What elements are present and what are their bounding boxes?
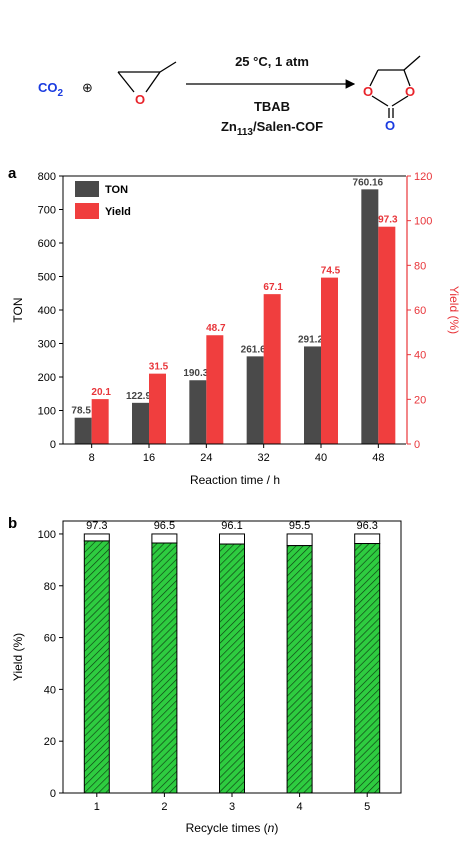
plus-sign: ⊕	[82, 81, 93, 96]
plot-frame	[62, 520, 402, 794]
y-tick-label: 500	[38, 272, 56, 284]
yield-value-label: 31.5	[149, 362, 169, 373]
carbonyl-oxygen: O	[385, 118, 395, 133]
yield-value-label: 96.5	[154, 520, 175, 532]
y2-tick-label: 120	[414, 171, 432, 183]
x-tick-label: 2	[161, 801, 167, 813]
y-tick-label: 700	[38, 205, 56, 217]
y-axis-label: Yield (%)	[11, 633, 25, 681]
y-axis-label: TON	[11, 297, 25, 322]
carbonate-oxygen-left: O	[363, 84, 373, 99]
ton-bar	[189, 380, 207, 444]
y-tick-label: 400	[38, 305, 56, 317]
x-tick-label: 8	[89, 452, 95, 464]
ton-value-label: 190.3	[183, 368, 208, 379]
yield-bar	[206, 335, 224, 444]
yield-bar	[286, 545, 313, 794]
y2-tick-label: 20	[414, 394, 426, 406]
ton-bar	[304, 346, 321, 444]
yield-value-label: 67.1	[263, 282, 283, 293]
epoxide-oxygen: O	[135, 92, 145, 107]
ton-value-label: 291.2	[298, 334, 323, 345]
yield-value-label: 74.5	[321, 266, 341, 277]
yield-bar	[378, 226, 396, 444]
y-tick-label: 40	[44, 684, 56, 696]
yield-value-label: 97.3	[86, 520, 107, 532]
x-tick-label: 32	[258, 452, 270, 464]
catalyst-tbab: TBAB	[254, 99, 290, 114]
y2-tick-label: 100	[414, 216, 432, 228]
y-tick-label: 60	[44, 633, 56, 645]
x-tick-label: 5	[364, 801, 370, 813]
remaining-segment	[286, 533, 313, 547]
y-tick-label: 600	[38, 238, 56, 250]
yield-value-label: 97.3	[378, 215, 398, 226]
legend-label: Yield	[105, 206, 131, 218]
yield-bar	[263, 294, 281, 444]
yield-value-label: 20.1	[91, 387, 111, 398]
yield-bar	[151, 542, 178, 794]
yield-value-label: 96.1	[221, 520, 242, 532]
x-tick-label: 4	[297, 801, 303, 813]
yield-value-label: 95.5	[289, 520, 310, 532]
yield-value-label: 48.7	[206, 323, 226, 334]
yield-bar	[219, 543, 245, 794]
y-tick-label: 800	[38, 171, 56, 183]
y2-tick-label: 0	[414, 439, 420, 451]
ton-value-label: 261.6	[241, 344, 266, 355]
y-tick-label: 80	[44, 581, 56, 593]
y-tick-label: 100	[38, 529, 56, 541]
catalyst-cof: Zn113/Salen-COF	[221, 119, 323, 138]
propylene-carbonate-structure: O O O	[363, 55, 421, 133]
yield-bar	[354, 543, 381, 794]
ton-bar	[74, 417, 92, 444]
legend-swatch	[75, 181, 99, 197]
ton-bar	[361, 189, 379, 444]
x-axis-label: Reaction time / h	[190, 473, 280, 487]
panel-a-label: a	[8, 165, 17, 182]
x-tick-label: 24	[200, 452, 212, 464]
legend-label: TON	[105, 184, 128, 196]
ton-value-label: 78.5	[71, 406, 91, 417]
remaining-segment	[219, 533, 245, 545]
x-axis-label: Recycle times (n)	[186, 821, 279, 835]
conditions-temperature: 25 °C, 1 atm	[235, 54, 309, 69]
reactant-co2: CO2	[38, 80, 64, 99]
ton-value-label: 122.9	[126, 391, 151, 402]
reaction-scheme: CO2 ⊕ O 25 °C, 1 atm TBAB Zn113/Salen-CO…	[38, 54, 421, 138]
yield-value-label: 96.3	[356, 520, 377, 532]
remaining-segment	[354, 533, 381, 545]
yield-bar	[91, 399, 109, 444]
y2-tick-label: 80	[414, 260, 426, 272]
remaining-segment	[83, 533, 110, 542]
yield-bar	[321, 277, 338, 444]
x-tick-label: 3	[229, 801, 235, 813]
x-tick-label: 1	[94, 801, 100, 813]
x-tick-label: 48	[372, 452, 384, 464]
y-tick-label: 0	[50, 439, 56, 451]
y-tick-label: 100	[38, 406, 56, 418]
y-tick-label: 20	[44, 736, 56, 748]
legend-swatch	[75, 203, 99, 219]
panel-b-label: b	[8, 515, 17, 532]
ton-bar	[246, 356, 264, 444]
y-tick-label: 0	[50, 788, 56, 800]
x-tick-label: 16	[143, 452, 155, 464]
y2-tick-label: 40	[414, 350, 426, 362]
chart-a: 78.520.1 8 122.9 31.5 16 190.3 48.7 24 261.6 67.1…	[11, 171, 459, 487]
chart-b: 97.3 1 96.5 2 96.1 3 95.5 4 96.3 5 0 20 40 60 80 100 Rec…	[11, 520, 402, 835]
yield-bar	[83, 540, 110, 794]
y-tick-label: 200	[38, 372, 56, 384]
propylene-oxide-structure: O	[117, 61, 177, 107]
carbonate-oxygen-right: O	[405, 84, 415, 99]
y-tick-label: 300	[38, 339, 56, 351]
ton-value-label: 760.16	[353, 177, 384, 188]
y2-axis-label: Yield (%)	[447, 286, 459, 334]
y2-tick-label: 60	[414, 305, 426, 317]
x-tick-label: 40	[315, 452, 327, 464]
remaining-segment	[151, 533, 178, 544]
ton-bar	[132, 402, 149, 444]
yield-bar	[149, 373, 166, 444]
